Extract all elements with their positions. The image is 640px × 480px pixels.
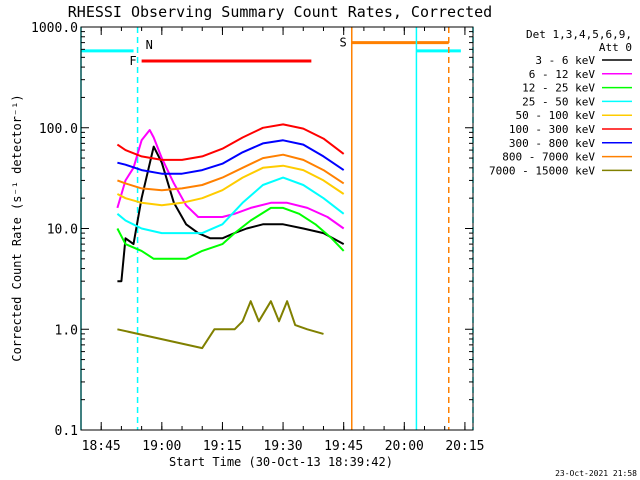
series-line	[116, 129, 345, 230]
y-tick-label: 1000.0	[31, 21, 78, 36]
series-line	[117, 300, 324, 350]
y-tick-label: 0.1	[55, 424, 78, 439]
legend-entry-label: 300 - 800 keV	[509, 137, 595, 150]
x-tick-label: 19:15	[203, 439, 242, 454]
series-line	[116, 206, 345, 260]
legend-entry-label: 800 - 7000 keV	[502, 151, 595, 164]
legend-entry-label: 100 - 300 keV	[509, 123, 595, 136]
series-line	[117, 153, 345, 192]
flag-label: N	[146, 38, 153, 52]
legend-entry-label: 12 - 25 keV	[522, 82, 595, 95]
y-axis: 0.1 1.0 10.0 100.0 1000.0	[31, 21, 473, 439]
y-tick-label: 1.0	[55, 323, 78, 338]
legend-header: Att 0	[599, 41, 632, 54]
timestamp: 23-Oct-2021 21:58	[555, 469, 637, 478]
series-layer	[116, 123, 345, 350]
x-tick-label: 19:45	[324, 439, 363, 454]
flag-label: S	[340, 36, 347, 50]
legend-entry-label: 3 - 6 keV	[535, 54, 595, 67]
y-axis-label: Corrected Count Rate (s⁻¹ detector⁻¹)	[10, 94, 24, 361]
legend-entry-label: 6 - 12 keV	[529, 68, 596, 81]
series-line	[116, 176, 345, 235]
legend-header: Det 1,3,4,5,6,9,	[526, 28, 632, 41]
series-line	[117, 139, 345, 175]
x-tick-label: 19:30	[263, 439, 302, 454]
legend-entry-label: 7000 - 15000 keV	[489, 164, 595, 177]
y-tick-label: 100.0	[39, 122, 78, 137]
x-axis: 18:45 19:00 19:15 19:30 19:45 20:00 20:15	[80, 27, 484, 454]
x-axis-label: Start Time (30-Oct-13 18:39:42)	[169, 455, 393, 469]
series-line	[116, 123, 345, 161]
x-tick-label: 19:00	[142, 439, 181, 454]
legend-entry-label: 50 - 100 keV	[516, 109, 596, 122]
legend-entry-label: 25 - 50 keV	[522, 95, 595, 108]
x-tick-label: 20:00	[385, 439, 424, 454]
x-tick-label: 18:45	[82, 439, 121, 454]
series-line	[116, 164, 345, 207]
chart-title: RHESSI Observing Summary Count Rates, Co…	[68, 3, 492, 21]
flag-label: F	[129, 54, 136, 68]
y-tick-label: 10.0	[47, 223, 78, 238]
x-tick-label: 20:15	[445, 439, 484, 454]
